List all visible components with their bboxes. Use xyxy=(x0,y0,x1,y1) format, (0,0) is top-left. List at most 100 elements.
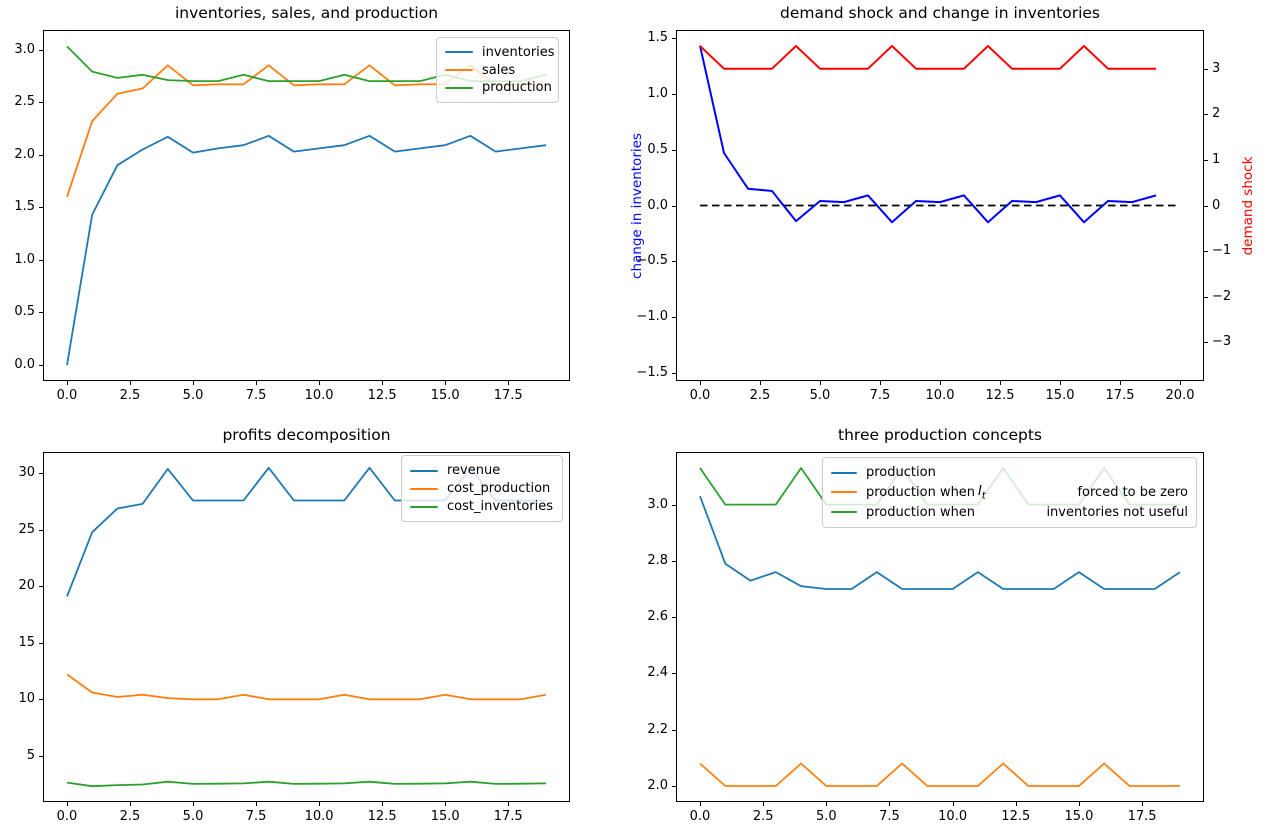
legend-entry-production: production xyxy=(831,465,1188,480)
y-tick-mark xyxy=(672,317,676,319)
y-tick-label: 1.5 xyxy=(647,29,668,45)
x-tick-mark xyxy=(763,802,765,806)
legend-label: sales xyxy=(482,62,516,78)
legend-entry-production-when: production when It forced to be zero xyxy=(831,483,1188,502)
x-tick-label: 0.0 xyxy=(56,388,78,403)
x-tick-label: 5.0 xyxy=(182,809,204,824)
x-tick-mark xyxy=(193,381,195,385)
legend-entry-cost-production: cost_production xyxy=(410,481,554,496)
x-tick-mark xyxy=(129,381,131,385)
x-tick-mark xyxy=(508,381,510,385)
y-tick-mark xyxy=(39,312,43,314)
y-tick-label: 15 xyxy=(18,634,35,650)
legend-line-sample xyxy=(445,51,473,54)
x-tick-mark xyxy=(66,802,68,806)
x-tick-label: 20.0 xyxy=(1165,388,1195,403)
y-tick-label: 1.0 xyxy=(14,251,35,267)
y-tick-mark xyxy=(39,586,43,588)
legend-line-sample xyxy=(831,471,857,474)
y-tick-mark xyxy=(672,373,676,375)
x-tick-label: 12.5 xyxy=(367,809,397,824)
legend-label: production xyxy=(866,465,936,481)
legend-label: production when xyxy=(866,484,976,500)
x-tick-label: 12.5 xyxy=(367,388,397,403)
line-sales xyxy=(66,64,546,198)
legend-math-symbol: It xyxy=(978,483,986,502)
y-tick-label: 1.5 xyxy=(14,199,35,215)
y-tick-mark xyxy=(672,93,676,95)
y-tick-label: −1.5 xyxy=(636,365,668,381)
line-cost-production xyxy=(66,673,547,701)
y-tick-label-right: −1 xyxy=(1212,243,1232,259)
y-tick-mark xyxy=(39,699,43,701)
x-tick-mark xyxy=(445,381,447,385)
y-tick-mark xyxy=(39,259,43,261)
y-tick-mark xyxy=(39,154,43,156)
x-tick-label: 10.0 xyxy=(304,809,334,824)
y-tick-label: 2.2 xyxy=(647,721,668,737)
legend-label: cost_production xyxy=(447,481,551,496)
plot-frame xyxy=(43,30,570,381)
x-tick-label: 5.0 xyxy=(815,809,837,824)
y-tick-label: −1.0 xyxy=(636,309,668,325)
y-tick-label: 25 xyxy=(18,521,35,537)
y-tick-mark xyxy=(672,504,676,506)
y-tick-label: 20 xyxy=(18,578,35,594)
x-tick-label: 17.5 xyxy=(493,809,523,824)
y-tick-mark-right xyxy=(1204,342,1208,344)
legend-label: cost_inventories xyxy=(447,499,554,514)
y-tick-label: 2.6 xyxy=(647,609,668,625)
x-tick-mark xyxy=(319,802,321,806)
x-tick-label: 7.5 xyxy=(245,388,267,403)
y-tick-label: 30 xyxy=(18,465,35,481)
x-tick-mark xyxy=(820,381,821,385)
x-tick-mark xyxy=(1180,381,1181,385)
x-tick-label: 2.5 xyxy=(119,809,141,824)
x-tick-label: 7.5 xyxy=(869,388,891,403)
y-tick-label-right: 1 xyxy=(1212,151,1221,167)
y-tick-mark xyxy=(672,37,676,39)
y-tick-label-right: −2 xyxy=(1212,288,1232,304)
y-tick-label: 0.5 xyxy=(647,141,668,157)
x-tick-mark xyxy=(256,381,258,385)
x-tick-mark xyxy=(1015,802,1017,806)
x-tick-mark xyxy=(445,802,447,806)
legend-label-2: forced to be zero xyxy=(1077,484,1188,500)
y-tick-mark-right xyxy=(1204,251,1208,253)
y-tick-label-right: 3 xyxy=(1212,60,1221,76)
y-tick-mark xyxy=(39,365,43,367)
x-tick-mark xyxy=(508,802,510,806)
y-tick-mark xyxy=(672,729,676,731)
y-tick-mark xyxy=(672,673,676,675)
x-tick-label: 12.5 xyxy=(1001,809,1031,824)
x-tick-label: 5.0 xyxy=(809,388,831,403)
y-tick-mark-right xyxy=(1204,114,1208,116)
plot-frame xyxy=(676,452,1204,802)
legend-entry-revenue: revenue xyxy=(410,463,554,478)
line-revenue xyxy=(66,466,546,597)
x-tick-label: 10.0 xyxy=(938,809,968,824)
line-cost-inventories xyxy=(66,780,547,788)
x-tick-mark xyxy=(256,802,258,806)
y-tick-mark xyxy=(39,49,43,51)
legend-line-sample xyxy=(831,491,857,494)
x-tick-mark xyxy=(129,802,131,806)
y-tick-mark xyxy=(39,102,43,104)
legend-entry-production-when: production when inventories not useful xyxy=(831,505,1188,520)
x-tick-label: 10.0 xyxy=(304,388,334,403)
x-tick-label: 12.5 xyxy=(985,388,1015,403)
legend: production production when It forced to be … xyxy=(822,457,1197,528)
x-tick-label: 15.0 xyxy=(1064,809,1094,824)
y-tick-mark-right xyxy=(1204,296,1208,298)
x-tick-mark xyxy=(700,802,701,806)
line-production xyxy=(699,495,1181,590)
y-tick-label: 2.0 xyxy=(14,146,35,162)
plot-title: profits decomposition xyxy=(222,426,391,444)
x-tick-mark xyxy=(382,381,384,385)
y-tick-label: 5 xyxy=(26,747,35,763)
x-tick-mark xyxy=(952,802,954,806)
y-axis-label-right: demand shock xyxy=(1240,156,1256,255)
